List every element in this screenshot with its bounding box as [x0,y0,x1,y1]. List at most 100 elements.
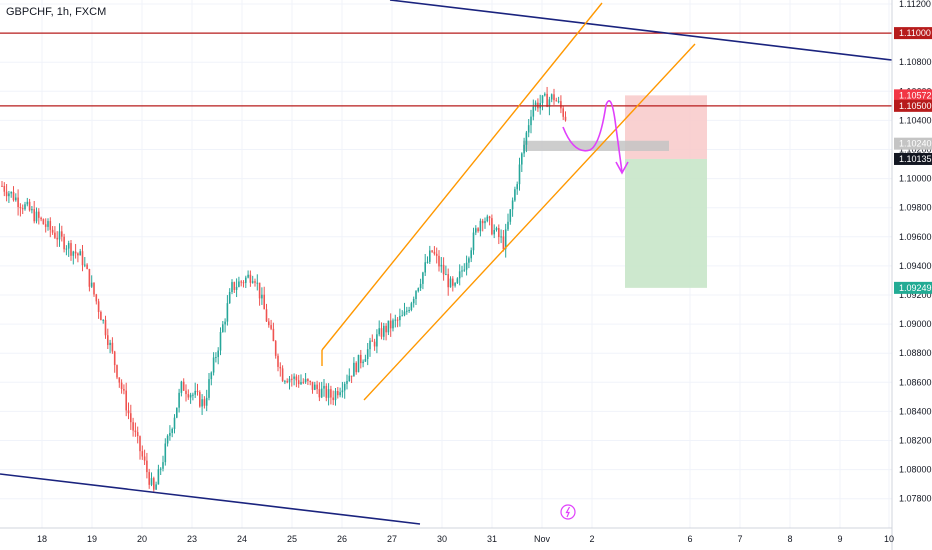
candle-body [8,193,10,197]
candle-body [555,100,558,102]
candle-body [532,106,535,117]
price-label-tag [894,27,932,40]
candle-body [100,311,102,321]
candles [1,86,567,492]
time-axis: 18 19 20 23 24 25 26 27 30 31 Nov 2 6 7 8 9 10 [0,527,894,544]
candle-body [102,319,104,321]
candle-body [134,430,137,433]
candle-body [42,219,45,225]
candle-body [251,281,254,283]
candle-body [511,200,514,210]
candle-body [355,362,357,373]
candle-body [504,229,507,250]
grid [0,0,892,528]
time-tick-label: 24 [237,534,247,544]
candle-body [406,310,408,312]
candle-body [518,164,521,185]
candle-body [28,201,31,211]
candle-body [247,274,249,278]
candle-body [143,456,146,461]
candle-body [97,301,100,312]
candle-body [357,354,360,373]
candle-body [164,443,167,463]
candle-body [249,274,252,283]
candle-body [353,362,355,377]
projection-path [562,100,623,173]
candle-body [458,271,461,279]
candle-body [268,321,270,326]
candle-body [481,220,484,224]
candle-body [498,228,500,238]
candle-body [389,320,392,329]
candle-body [263,294,265,310]
candle-body [274,341,277,356]
candle-body [502,236,505,250]
price-axis: 1.112001.108001.106001.104001.102001.100… [891,0,932,550]
candle-body [507,221,509,230]
time-tick-label: 7 [737,534,742,544]
candle-body [438,255,440,267]
candle-body [148,472,150,485]
candle-body [293,376,295,379]
candle-body [431,250,433,252]
price-tick-label: 1.10400 [899,115,932,125]
candle-body [440,264,443,267]
candle-body [1,185,3,187]
candle-body [265,309,268,322]
candle-body [208,379,210,398]
candle-body [113,351,116,366]
time-tick-label: 23 [187,534,197,544]
candle-body [185,390,187,395]
candle-body [337,390,339,396]
candle-body [205,397,208,406]
candle-body [376,334,378,347]
candle-body [364,359,367,362]
candle-body [277,355,279,367]
time-tick-label: 9 [837,534,842,544]
candle-body [51,229,54,233]
candle-body [318,389,321,398]
candle-body [550,94,553,100]
price-tick-label: 1.07800 [899,494,932,504]
candle-body [178,392,180,408]
candle-body [127,410,130,414]
candle-body [169,432,171,436]
price-tick-label: 1.10000 [899,174,932,184]
candle-body [302,381,305,383]
price-label-text: 1.10240 [899,139,932,149]
candle-body [410,303,413,311]
price-label-text: 1.11000 [899,28,931,38]
candle-body [360,354,362,364]
candle-body [295,376,298,381]
candle-body [136,432,139,437]
candle-body [394,319,397,321]
symbol-label: GBPCHF, 1h, FXCM [6,6,107,18]
candle-body [231,282,233,292]
candle-body [222,324,224,332]
candle-body [346,380,348,384]
candle-body [281,368,284,382]
candle-body [362,361,364,364]
price-tick-label: 1.08400 [899,406,932,416]
candle-body [343,383,346,391]
candle-body [429,250,431,262]
candle-body [325,385,328,398]
candle-body [141,451,144,457]
projection-arrow-icon [615,161,629,175]
candle-body [26,201,29,205]
candle-body [557,101,560,103]
candle-body [527,125,530,133]
candle-body [495,228,498,230]
candle-body [463,269,466,271]
candle-body [288,378,291,383]
candle-body [33,209,35,222]
candle-body [297,380,300,385]
entry-zone [523,140,669,151]
candle-body [116,365,118,378]
candle-body [442,264,445,275]
candle-body [316,384,318,390]
price-label-tag [894,137,932,150]
time-tick-label: 8 [787,534,792,544]
price-label-tag [894,152,932,165]
